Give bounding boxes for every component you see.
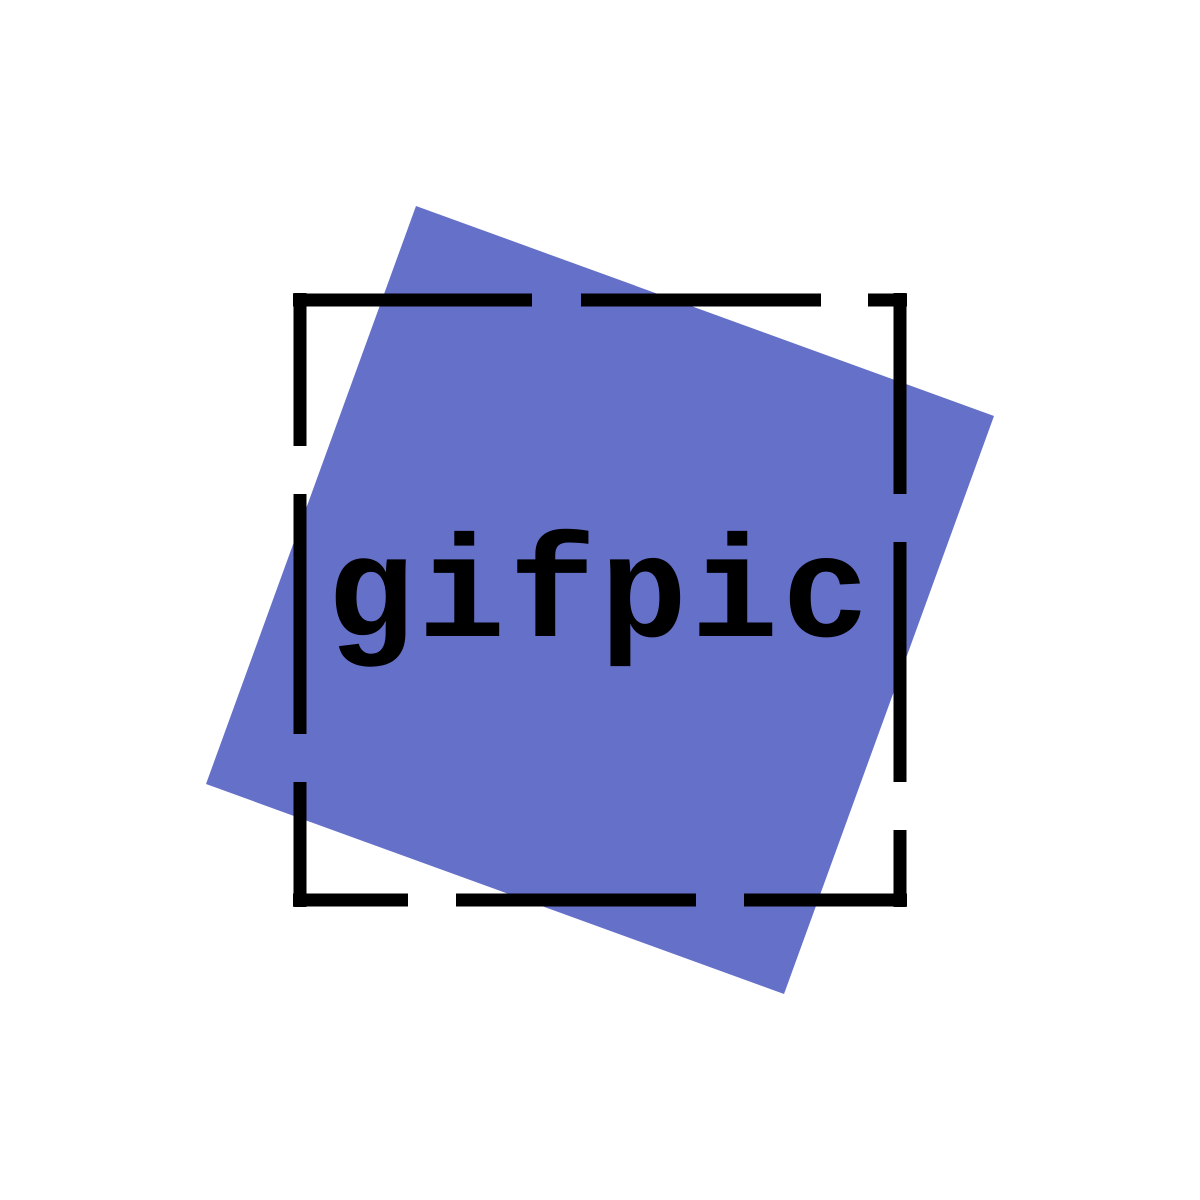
accent-square <box>206 206 994 994</box>
logo-wordmark: gifpic <box>327 515 873 680</box>
dashed-frame <box>293 293 907 907</box>
